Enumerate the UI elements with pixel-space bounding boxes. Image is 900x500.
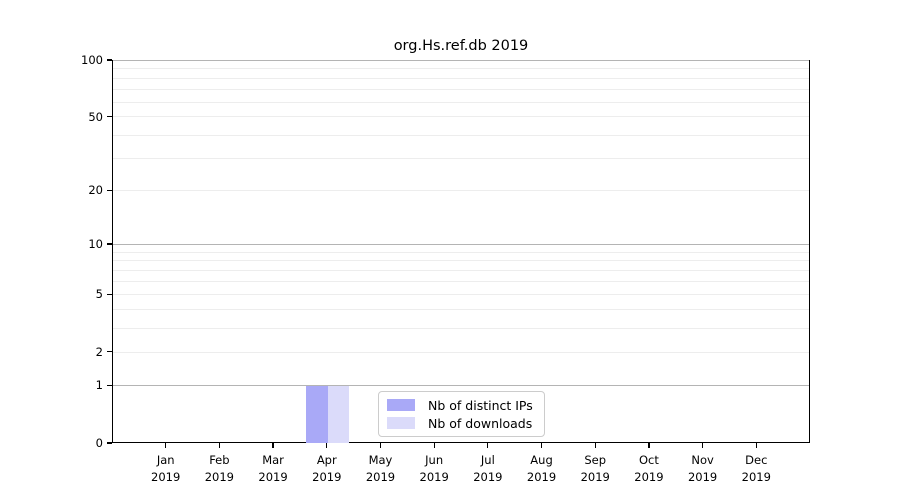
x-tick-label-apr: Apr 2019: [297, 452, 357, 486]
legend-swatch-icon: [387, 399, 415, 411]
y-tick-mark-2: [107, 351, 112, 353]
y-tick-mark-5: [107, 293, 112, 295]
x-tick-label-may: May 2019: [350, 452, 410, 486]
gridline-60: [113, 101, 809, 103]
x-tick-label-aug: Aug 2019: [512, 452, 572, 486]
gridline-5: [113, 294, 809, 295]
gridline-2: [113, 351, 809, 353]
x-tick-year: 2019: [580, 470, 610, 484]
legend-swatch-icon: [387, 417, 415, 429]
gridline-7: [113, 270, 809, 272]
x-tick-year: 2019: [473, 470, 503, 484]
gridline-50: [113, 116, 809, 118]
x-tick-label-jul: Jul 2019: [458, 452, 518, 486]
x-tick-month: Mar: [262, 453, 284, 467]
y-tick-label-2: 2: [95, 344, 103, 359]
gridline-20: [113, 190, 809, 192]
y-tick-mark-50: [107, 116, 112, 118]
gridline-10: [113, 243, 809, 245]
x-tick-month: Nov: [691, 453, 714, 467]
x-tick-mark-aug: [540, 443, 543, 448]
legend-row-downloads: Nb of downloads: [387, 415, 536, 431]
x-tick-year: 2019: [151, 470, 181, 484]
x-tick-mark-may: [379, 443, 382, 448]
x-tick-year: 2019: [526, 470, 557, 484]
bar-apr-2019-downloads: [327, 386, 350, 443]
x-tick-month: Oct: [638, 453, 659, 467]
gridline-6: [113, 281, 809, 283]
gridline-30: [113, 157, 809, 159]
legend: Nb of distinct IPs Nb of downloads: [378, 391, 545, 437]
gridline-100: [113, 59, 809, 61]
legend-label: Nb of downloads: [428, 415, 533, 431]
x-tick-year: 2019: [741, 470, 771, 484]
y-tick-label-20: 20: [88, 183, 103, 198]
x-tick-mark-oct: [648, 443, 650, 448]
x-tick-label-nov: Nov 2019: [673, 452, 733, 486]
x-tick-year: 2019: [312, 470, 342, 484]
x-tick-year: 2019: [634, 470, 664, 484]
gridline-4: [113, 309, 809, 311]
x-tick-label-mar: Mar 2019: [243, 452, 303, 486]
y-tick-mark-10: [107, 243, 112, 245]
plot-area: [112, 59, 810, 443]
y-tick-label-5: 5: [95, 287, 103, 302]
x-tick-month: Sep: [584, 453, 607, 467]
y-tick-mark-20: [107, 189, 112, 191]
y-tick-mark-100: [107, 59, 112, 61]
y-tick-label-10: 10: [88, 237, 103, 251]
gridline-1: [113, 385, 809, 387]
x-tick-mark-feb: [218, 443, 221, 448]
x-tick-month: May: [368, 453, 393, 467]
chart-title: org.Hs.ref.db 2019: [393, 38, 529, 54]
x-tick-label-sep: Sep 2019: [565, 452, 625, 486]
gridline-40: [113, 134, 809, 136]
gridline-90: [113, 68, 809, 70]
gridline-80: [113, 78, 809, 79]
x-tick-month: Jan: [156, 453, 175, 467]
x-tick-label-dec: Dec 2019: [726, 452, 786, 486]
y-tick-mark-0: [107, 442, 112, 444]
gridline-3: [113, 327, 809, 329]
x-tick-year: 2019: [687, 470, 718, 484]
x-tick-year: 2019: [258, 470, 288, 484]
x-tick-mark-jul: [487, 443, 489, 448]
gridline-70: [113, 88, 809, 90]
y-tick-label-0: 0: [95, 436, 103, 450]
gridline-9: [113, 251, 809, 253]
x-tick-mark-apr: [326, 443, 328, 448]
x-tick-month: Apr: [316, 453, 337, 467]
x-tick-mark-jun: [433, 443, 435, 448]
x-tick-month: Aug: [530, 453, 553, 467]
x-tick-month: Dec: [745, 453, 768, 467]
x-tick-label-jun: Jun 2019: [404, 452, 464, 486]
x-tick-label-feb: Feb 2019: [189, 452, 249, 486]
gridline-8: [113, 260, 809, 262]
x-tick-mark-dec: [755, 443, 757, 448]
y-tick-label-50: 50: [88, 109, 103, 124]
x-tick-label-oct: Oct 2019: [619, 452, 679, 486]
x-tick-year: 2019: [419, 470, 449, 484]
x-tick-year: 2019: [365, 470, 396, 484]
x-tick-mark-jan: [165, 443, 167, 448]
y-tick-label-1: 1: [95, 378, 103, 393]
legend-row-distinct-ips: Nb of distinct IPs: [387, 397, 536, 413]
x-tick-month: Jul: [480, 453, 495, 467]
y-tick-label-100: 100: [81, 53, 103, 67]
x-tick-month: Feb: [209, 453, 230, 467]
x-tick-mark-mar: [272, 443, 274, 448]
bar-apr-2019-distinct-ips: [306, 386, 328, 443]
x-tick-month: Jun: [425, 453, 444, 467]
y-tick-mark-1: [107, 384, 112, 387]
x-tick-label-jan: Jan 2019: [136, 452, 196, 486]
x-tick-year: 2019: [204, 470, 235, 484]
legend-label: Nb of distinct IPs: [428, 397, 533, 413]
x-tick-mark-sep: [594, 443, 596, 448]
x-tick-mark-nov: [701, 443, 704, 448]
